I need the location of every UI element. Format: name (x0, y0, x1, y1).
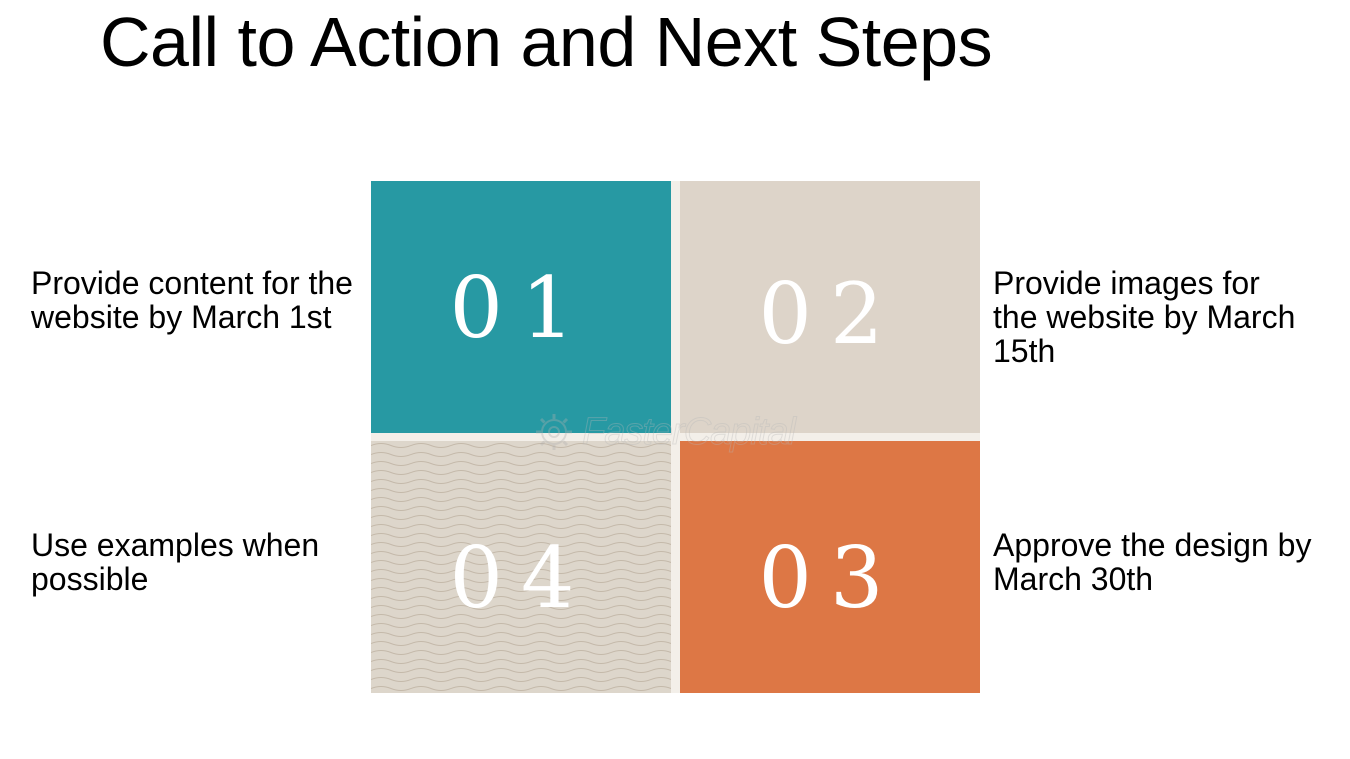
step-01-number: 01 (449, 259, 593, 357)
wave-pattern (371, 441, 671, 693)
steps-grid: 01 02 04 03 (371, 181, 980, 693)
step-04-tile: 04 (371, 441, 671, 693)
step-01-tile: 01 (371, 181, 671, 433)
gear-icon (536, 414, 572, 450)
step-01-text: Provide content for the website by March… (31, 265, 353, 335)
watermark-text: FasterCapital (582, 410, 797, 453)
step-03-number: 03 (758, 529, 902, 627)
step-04-number: 04 (449, 529, 593, 627)
step-02-text: Provide images for the website by March … (993, 265, 1296, 369)
slide-title: Call to Action and Next Steps (100, 3, 993, 81)
step-02-number: 02 (758, 265, 902, 363)
step-02-tile: 02 (680, 181, 980, 433)
step-04-text: Use examples when possible (31, 527, 320, 597)
step-03-tile: 03 (680, 441, 980, 693)
watermark: FasterCapital (532, 407, 822, 457)
step-03-text: Approve the design by March 30th (993, 527, 1312, 597)
